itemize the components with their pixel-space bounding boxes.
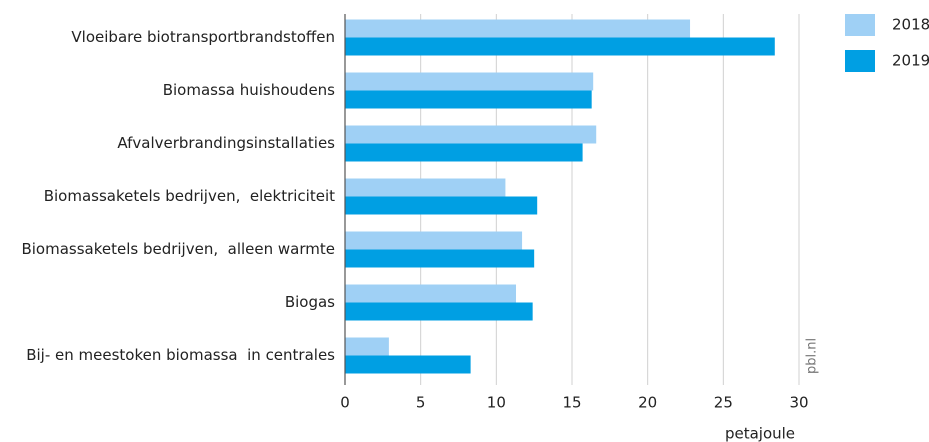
y-tick-label: Biomassaketels bedrijven, elektriciteit <box>44 187 335 205</box>
y-tick-label: Biomassaketels bedrijven, alleen warmte <box>21 240 335 258</box>
y-tick-label: Afvalverbrandingsinstallaties <box>117 134 335 152</box>
x-tick-label: 20 <box>638 394 657 412</box>
y-tick-label: Vloeibare biotransportbrandstoffen <box>71 28 335 46</box>
x-tick-label: 15 <box>562 394 581 412</box>
bar <box>345 19 691 38</box>
y-tick-label: Biogas <box>285 293 335 311</box>
legend-swatch <box>845 50 875 72</box>
bar <box>345 355 471 374</box>
bar <box>345 72 594 91</box>
bar <box>345 178 506 197</box>
x-tick-label: 25 <box>714 394 733 412</box>
x-tick-label: 10 <box>487 394 506 412</box>
legend-label: 2018 <box>892 16 929 34</box>
x-axis-label: petajoule <box>725 425 795 442</box>
bar <box>345 284 517 303</box>
x-tick-label: 30 <box>789 394 808 412</box>
bar <box>345 143 583 162</box>
bar <box>345 249 535 268</box>
x-tick-label: 5 <box>416 394 426 412</box>
bar <box>345 302 533 321</box>
bar <box>345 196 538 215</box>
bar <box>345 337 389 356</box>
bar <box>345 37 775 56</box>
legend-swatch <box>845 14 875 36</box>
y-tick-label: Bij- en meestoken biomassa in centrales <box>26 346 335 364</box>
bar <box>345 231 523 250</box>
bar <box>345 125 597 144</box>
legend-label: 2019 <box>892 52 929 70</box>
x-tick-label: 0 <box>340 394 350 412</box>
bar <box>345 90 592 109</box>
y-tick-label: Biomassa huishoudens <box>163 81 335 99</box>
source-label: pbl.nl <box>805 338 820 374</box>
